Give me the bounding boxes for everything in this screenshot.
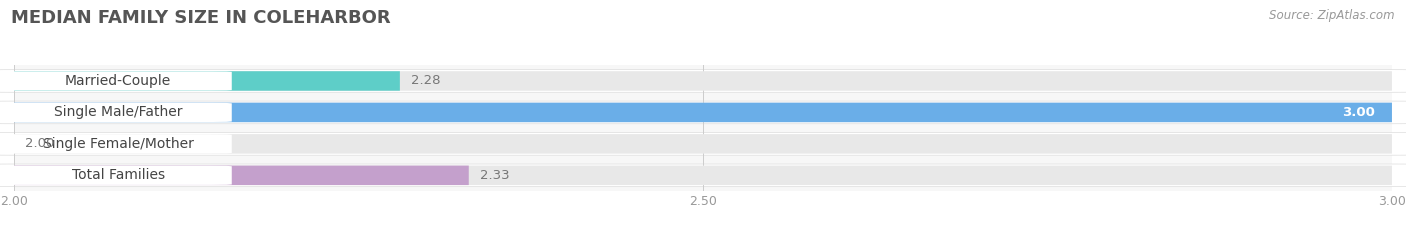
FancyBboxPatch shape bbox=[0, 134, 232, 154]
FancyBboxPatch shape bbox=[0, 101, 1406, 124]
Text: Total Families: Total Families bbox=[72, 168, 165, 182]
Text: Married-Couple: Married-Couple bbox=[65, 74, 172, 88]
Text: 2.28: 2.28 bbox=[411, 75, 440, 87]
FancyBboxPatch shape bbox=[14, 71, 399, 91]
FancyBboxPatch shape bbox=[14, 166, 468, 185]
Text: MEDIAN FAMILY SIZE IN COLEHARBOR: MEDIAN FAMILY SIZE IN COLEHARBOR bbox=[11, 9, 391, 27]
FancyBboxPatch shape bbox=[14, 134, 1392, 154]
FancyBboxPatch shape bbox=[0, 70, 1406, 92]
FancyBboxPatch shape bbox=[0, 164, 1406, 187]
FancyBboxPatch shape bbox=[0, 103, 232, 122]
Text: Single Female/Mother: Single Female/Mother bbox=[42, 137, 194, 151]
Text: 2.33: 2.33 bbox=[479, 169, 509, 182]
FancyBboxPatch shape bbox=[0, 133, 1406, 155]
FancyBboxPatch shape bbox=[0, 166, 232, 185]
FancyBboxPatch shape bbox=[0, 71, 232, 91]
FancyBboxPatch shape bbox=[14, 71, 1392, 91]
Text: Source: ZipAtlas.com: Source: ZipAtlas.com bbox=[1270, 9, 1395, 22]
Text: Single Male/Father: Single Male/Father bbox=[53, 105, 183, 120]
FancyBboxPatch shape bbox=[14, 103, 1392, 122]
FancyBboxPatch shape bbox=[14, 103, 1392, 122]
FancyBboxPatch shape bbox=[14, 166, 1392, 185]
Text: 3.00: 3.00 bbox=[1343, 106, 1375, 119]
Text: 2.00: 2.00 bbox=[25, 137, 55, 150]
